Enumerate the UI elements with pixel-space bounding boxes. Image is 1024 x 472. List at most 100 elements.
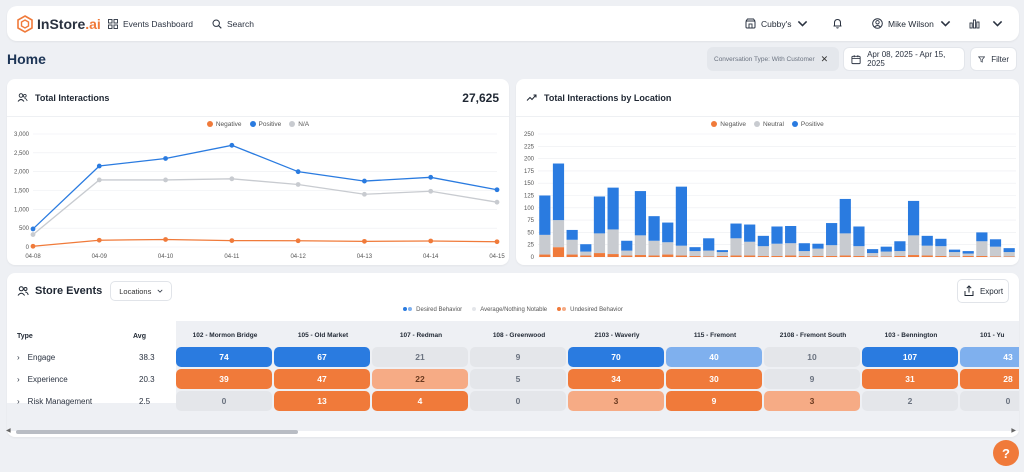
legend-item[interactable]: Negative (711, 121, 746, 128)
horizontal-scrollbar[interactable]: ◀ ▶ (6, 428, 1016, 435)
x-tick-label: 04-12 (290, 254, 306, 260)
notifications-button[interactable] (832, 18, 843, 29)
data-point (163, 156, 168, 161)
scrollbar-thumb[interactable] (16, 430, 298, 434)
total-count: 27,625 (462, 90, 499, 105)
events-dashboard-label: Events Dashboard (123, 18, 193, 29)
legend-item[interactable]: N/A (289, 121, 309, 128)
bar-segment-neutral (566, 239, 578, 255)
bar-segment-positive (826, 223, 838, 246)
filter-button[interactable]: Filter (970, 47, 1017, 71)
chevron-down-icon (940, 20, 950, 27)
legend-label: Negative (215, 121, 242, 128)
bar-segment-negative (539, 254, 551, 257)
column-header[interactable]: 108 - Greenwood (492, 332, 546, 339)
score-cell[interactable]: 67 (274, 347, 370, 367)
locations-label: Locations (119, 286, 152, 296)
legend-item[interactable]: Positive (791, 121, 824, 128)
score-cell[interactable]: 31 (862, 369, 958, 389)
score-cell[interactable]: 70 (568, 347, 664, 367)
column-header[interactable]: 101 - Yu (980, 332, 1005, 339)
table-row[interactable]: › Engage 38.3 74 67 21 9 70 40 10 107 43 (7, 347, 1019, 367)
table-row[interactable]: › Risk Management 2.5 0 13 4 0 3 9 3 2 0 (7, 391, 1019, 411)
column-header[interactable]: 105 - Old Market (297, 332, 349, 339)
chevron-right-icon[interactable]: › (17, 396, 20, 406)
reports-menu[interactable] (969, 18, 1003, 29)
score-cell[interactable]: 3 (568, 391, 664, 411)
score-cell[interactable]: 13 (274, 391, 370, 411)
score-cell[interactable]: 40 (666, 347, 762, 367)
score-cell[interactable]: 0 (176, 391, 272, 411)
legend-item[interactable]: Positive (249, 121, 281, 128)
series-line-positive (32, 144, 498, 230)
scroll-right-icon[interactable]: ▶ (1011, 428, 1016, 434)
score-cell[interactable]: 43 (960, 347, 1019, 367)
score-cell[interactable]: 3 (764, 391, 860, 411)
chevron-right-icon[interactable]: › (17, 352, 20, 362)
bar-segment-negative (634, 255, 647, 257)
bar-segment-positive (744, 224, 756, 242)
help-button[interactable]: ? (993, 440, 1019, 466)
store-events-table: Type Avg 102 - Mormon Bridge 105 - Old Ma… (7, 321, 1019, 431)
score-cell[interactable]: 22 (372, 369, 468, 389)
column-header[interactable]: 2103 - Waverly (594, 332, 640, 339)
column-header[interactable]: 107 - Redman (399, 332, 443, 339)
score-cell[interactable]: 34 (568, 369, 664, 389)
score-cell[interactable]: 30 (666, 369, 762, 389)
bell-icon (833, 18, 842, 29)
row-type[interactable]: › Engage (17, 353, 55, 362)
bar-segment-negative (771, 256, 783, 257)
score-cell[interactable]: 2 (862, 391, 958, 411)
store-selector[interactable]: Cubby's (745, 18, 808, 29)
data-point (428, 188, 434, 194)
table-row[interactable]: › Experience 20.3 39 47 22 5 34 30 9 31 28 (7, 369, 1019, 389)
score-cell[interactable]: 47 (274, 369, 370, 389)
column-header[interactable]: 2108 - Fremont South (779, 332, 847, 339)
close-icon[interactable]: ✕ (820, 53, 829, 64)
bar-segment-positive (580, 244, 592, 252)
y-tick-label: 175 (524, 169, 535, 175)
y-tick-label: 3,000 (14, 132, 30, 138)
user-menu[interactable]: Mike Wilson (872, 18, 951, 29)
score-cell[interactable]: 4 (372, 391, 468, 411)
score-cell[interactable]: 39 (176, 369, 272, 389)
score-cell[interactable]: 21 (372, 347, 468, 367)
bar-segment-neutral (689, 251, 701, 257)
locations-dropdown[interactable]: Locations (110, 281, 173, 301)
search-link[interactable]: Search (212, 19, 254, 29)
bar-segment-positive (539, 195, 551, 235)
bar-segment-negative (921, 255, 933, 257)
column-header[interactable]: 115 - Fremont (693, 332, 737, 339)
data-point (295, 238, 301, 244)
bar-segment-negative (826, 256, 838, 257)
score-cell[interactable]: 28 (960, 369, 1019, 389)
score-cell[interactable]: 0 (960, 391, 1019, 411)
score-cell[interactable]: 9 (764, 369, 860, 389)
score-cell[interactable]: 107 (862, 347, 958, 367)
legend-dot (403, 307, 408, 312)
scroll-left-icon[interactable]: ◀ (6, 428, 11, 434)
score-cell[interactable]: 9 (666, 391, 762, 411)
score-cell[interactable]: 9 (470, 347, 566, 367)
legend-item[interactable]: Neutral (753, 121, 784, 128)
chevron-down-icon (157, 289, 163, 293)
bar-segment-neutral (730, 238, 742, 256)
chevron-right-icon[interactable]: › (17, 374, 20, 384)
export-button[interactable]: Export (957, 279, 1009, 303)
column-header[interactable]: 103 - Bennington (884, 332, 938, 339)
events-dashboard-link[interactable]: Events Dashboard (108, 19, 193, 29)
legend-item[interactable]: Negative (206, 121, 242, 128)
row-type[interactable]: › Experience (17, 375, 68, 384)
bar-segment-negative (730, 255, 742, 257)
score-cell[interactable]: 10 (764, 347, 860, 367)
column-header[interactable]: 102 - Mormon Bridge (192, 332, 258, 339)
data-point (362, 191, 367, 197)
date-range-picker[interactable]: Apr 08, 2025 - Apr 15, 2025 (843, 47, 965, 71)
conversation-type-filter[interactable]: Conversation Type: With Customer ✕ (707, 47, 839, 71)
score-cell[interactable]: 5 (470, 369, 566, 389)
row-type[interactable]: › Risk Management (17, 397, 92, 406)
score-cell[interactable]: 74 (176, 347, 272, 367)
logo[interactable]: InStore.ai (17, 14, 101, 33)
score-cell[interactable]: 0 (470, 391, 566, 411)
bar-segment-positive (593, 196, 606, 234)
